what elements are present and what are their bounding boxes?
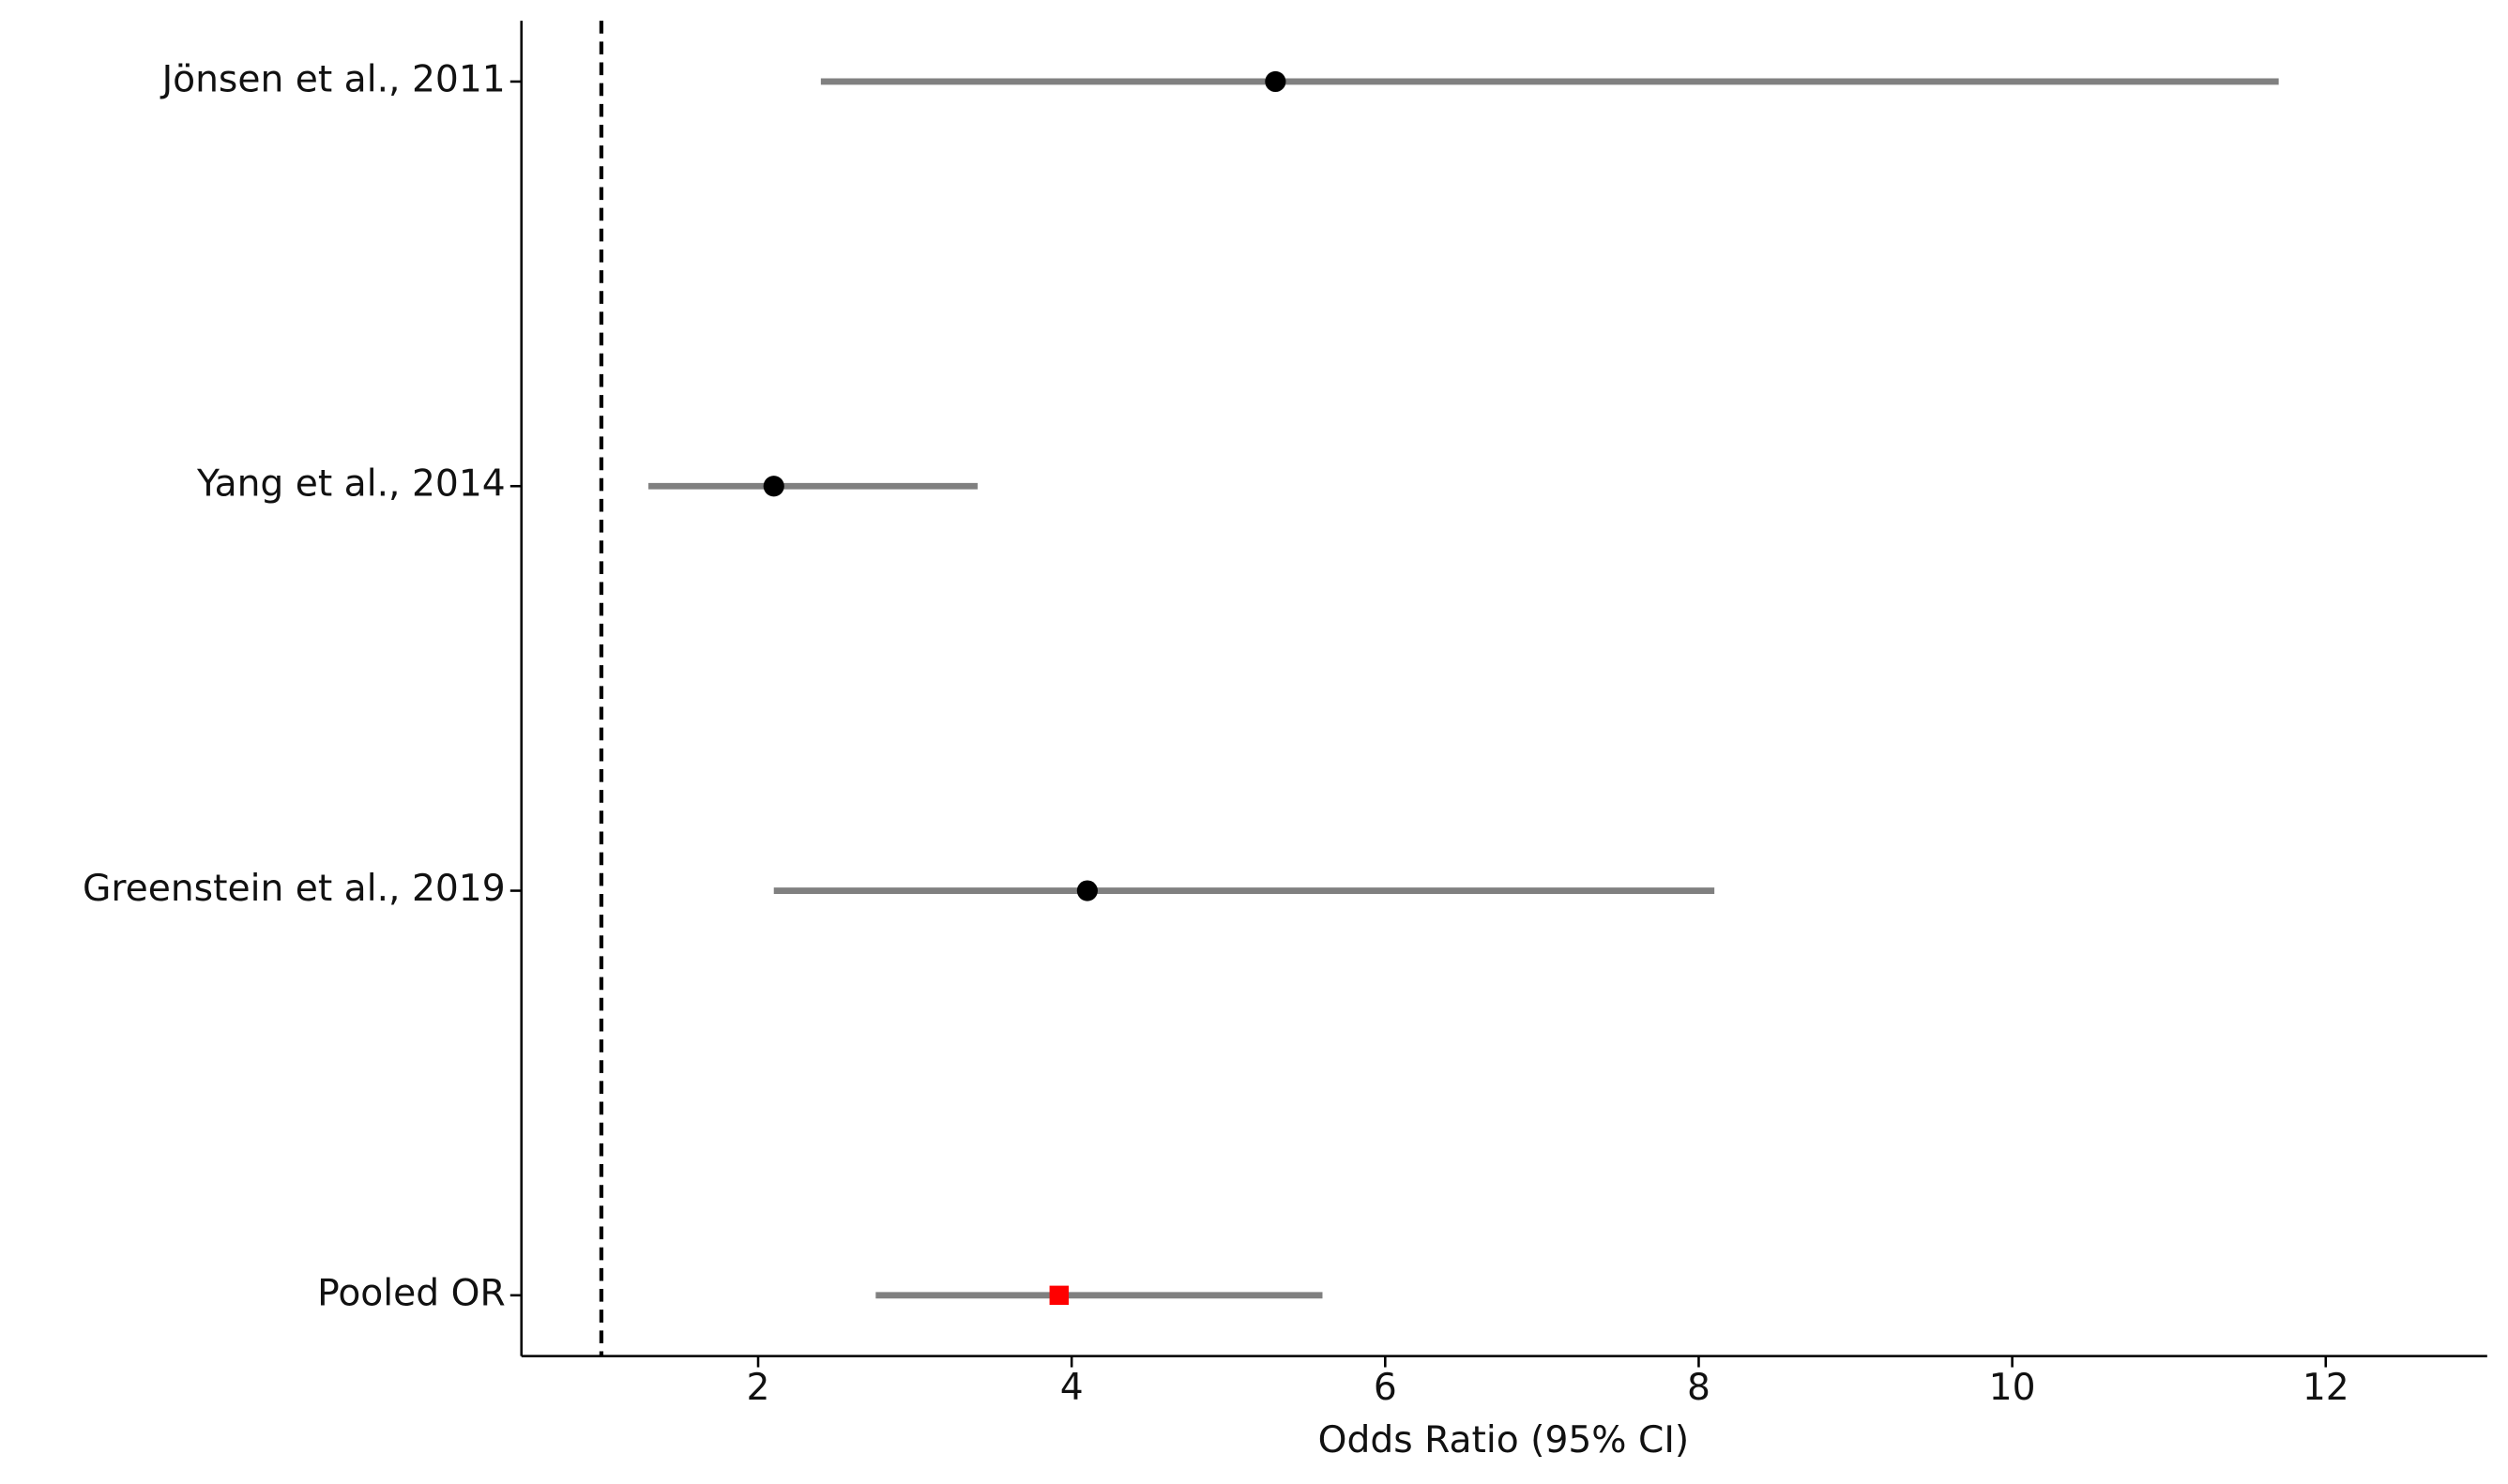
point-estimate: [1049, 1285, 1070, 1306]
x-tick-label: 2: [747, 1367, 770, 1409]
y-tick-label: Pooled OR: [317, 1272, 506, 1314]
x-tick-label: 4: [1060, 1367, 1084, 1409]
point-estimate: [1076, 880, 1098, 901]
point-estimate: [763, 476, 784, 497]
x-tick-label: 10: [1989, 1367, 2036, 1409]
x-tick-label: 8: [1687, 1367, 1710, 1409]
y-tick-label: Yang et al., 2014: [196, 463, 506, 506]
x-tick-label: 6: [1374, 1367, 1397, 1409]
point-estimate: [1265, 70, 1286, 93]
y-tick-label: Jönsen et al., 2011: [160, 58, 506, 100]
x-tick-label: 12: [2303, 1367, 2349, 1409]
x-axis-label: Odds Ratio (95% CI): [1318, 1419, 1690, 1461]
y-tick-label: Greenstein et al., 2019: [83, 868, 506, 910]
